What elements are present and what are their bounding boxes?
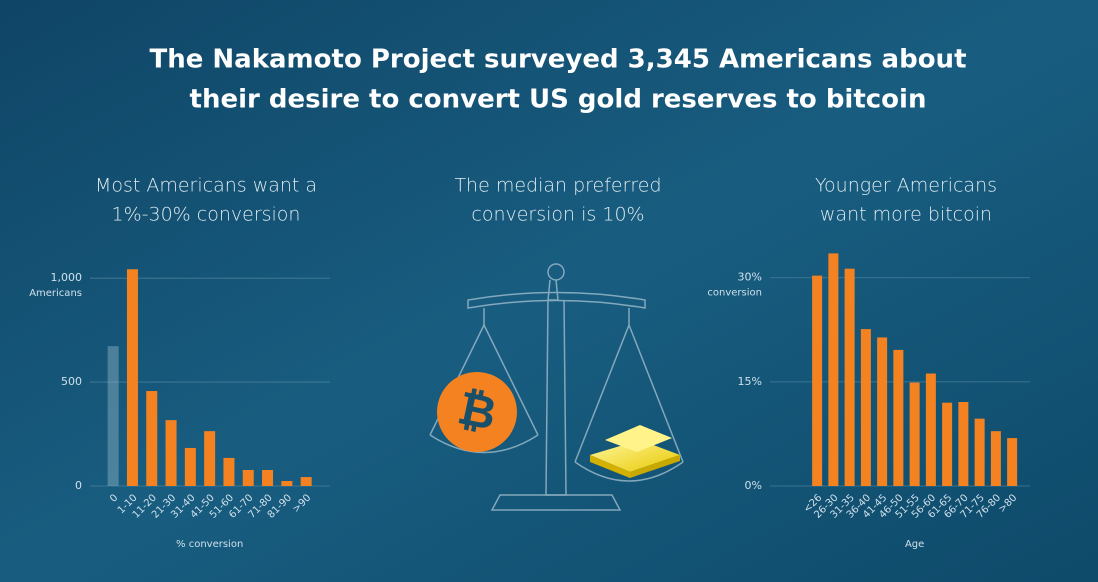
bitcoin-icon: ₿: [437, 372, 517, 452]
bar: [204, 431, 216, 486]
title-line: The Nakamoto Project surveyed 3,345 Amer…: [149, 45, 966, 75]
chart-title: Younger Americans: [815, 175, 997, 197]
bar: [146, 391, 158, 486]
bar: [126, 269, 138, 486]
y-tick-label: 500: [61, 375, 82, 388]
bar: [262, 469, 274, 486]
bar: [909, 382, 920, 486]
bar: [165, 420, 177, 486]
x-axis-label: Age: [905, 539, 924, 550]
bar: [893, 349, 904, 486]
title-line: their desire to convert US gold reserves…: [190, 85, 927, 115]
bar: [958, 401, 969, 486]
y-axis-label: Americans: [29, 288, 82, 299]
bar: [1007, 438, 1018, 486]
center-text: conversion is 10%: [471, 204, 644, 226]
bar: [828, 253, 839, 486]
bar: [281, 481, 293, 486]
y-tick-label: 0%: [745, 479, 762, 492]
chart-title: 1%-30% conversion: [112, 204, 301, 226]
bar: [242, 469, 254, 486]
x-axis-label: % conversion: [176, 539, 243, 550]
bar: [990, 431, 1001, 486]
y-tick-label: 1,000: [51, 271, 83, 284]
y-tick-label: 15%: [738, 375, 762, 388]
chart-title: Most Americans want a: [95, 175, 317, 197]
y-tick-label: 30%: [738, 271, 762, 284]
chart-title: want more bitcoin: [820, 204, 992, 226]
bar: [184, 447, 196, 486]
gold-bars-icon: [590, 425, 680, 478]
bar: [925, 373, 936, 486]
y-tick-label: 0: [75, 479, 82, 492]
bar: [107, 346, 119, 486]
bar: [223, 457, 235, 486]
bar: [942, 402, 953, 486]
bar: [877, 337, 888, 486]
bar: [300, 477, 312, 486]
y-axis-label: conversion: [707, 288, 762, 299]
bar: [860, 329, 871, 486]
center-text: The median preferred: [454, 175, 661, 197]
bar: [844, 268, 855, 486]
bar: [812, 275, 823, 486]
bar: [974, 418, 985, 486]
